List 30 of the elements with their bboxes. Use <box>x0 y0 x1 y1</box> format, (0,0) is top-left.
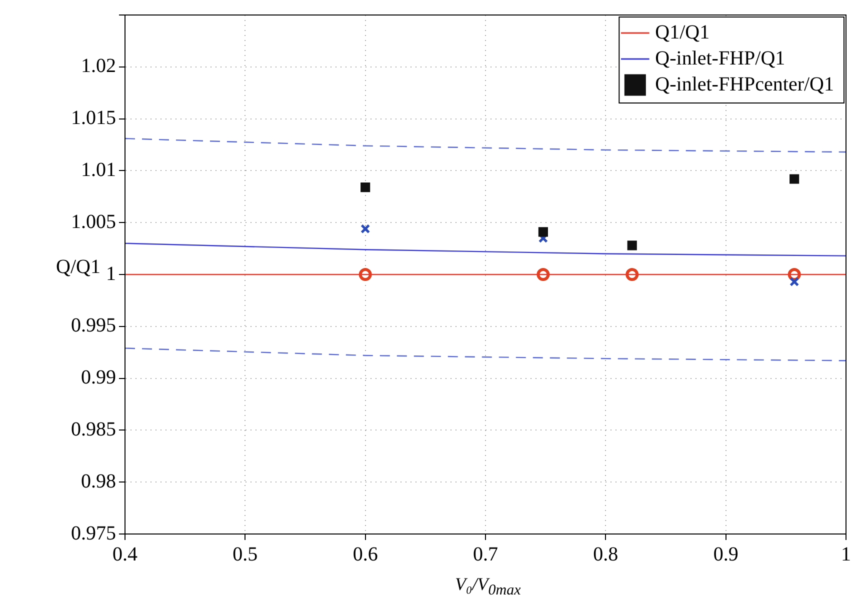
line-series <box>125 348 846 362</box>
point <box>790 276 800 287</box>
y-tick-label: 1.005 <box>71 210 116 233</box>
y-tick-label: 0.995 <box>71 314 116 337</box>
x-tick-label: 0.6 <box>352 543 378 566</box>
y-tick-label: 0.99 <box>81 366 116 389</box>
x-axis-title: V₀/V$_{0max}$ <box>455 574 521 600</box>
x-tick-label: 1 <box>841 543 851 566</box>
x-tick-label: 0.5 <box>232 543 258 566</box>
y-tick-label: 1.015 <box>71 107 116 130</box>
y-tick-label: 1 <box>106 262 116 285</box>
x-tick-label: 0.7 <box>473 543 498 566</box>
line-series <box>125 138 846 153</box>
point <box>627 240 637 250</box>
y-tick-label: 1.01 <box>81 158 116 181</box>
point <box>360 224 370 234</box>
point <box>790 174 800 184</box>
legend-label: Q-inlet-FHPcenter/Q1 <box>655 73 834 96</box>
y-tick-label: 0.98 <box>81 470 116 492</box>
y-tick-label: 0.975 <box>71 522 116 544</box>
x-tick-label: 0.9 <box>713 543 738 566</box>
legend-label: Q-inlet-FHP/Q1 <box>655 47 786 70</box>
y-tick-label: 0.985 <box>71 418 116 440</box>
legend-label: Q1/Q1 <box>655 21 710 44</box>
point <box>360 182 370 192</box>
x-tick-label: 0.8 <box>593 543 618 566</box>
point <box>538 227 548 237</box>
y-axis-title: Q/Q1 <box>56 256 100 279</box>
x-tick-label: 0.4 <box>112 543 138 566</box>
y-tick-label: 1.02 <box>81 55 116 78</box>
